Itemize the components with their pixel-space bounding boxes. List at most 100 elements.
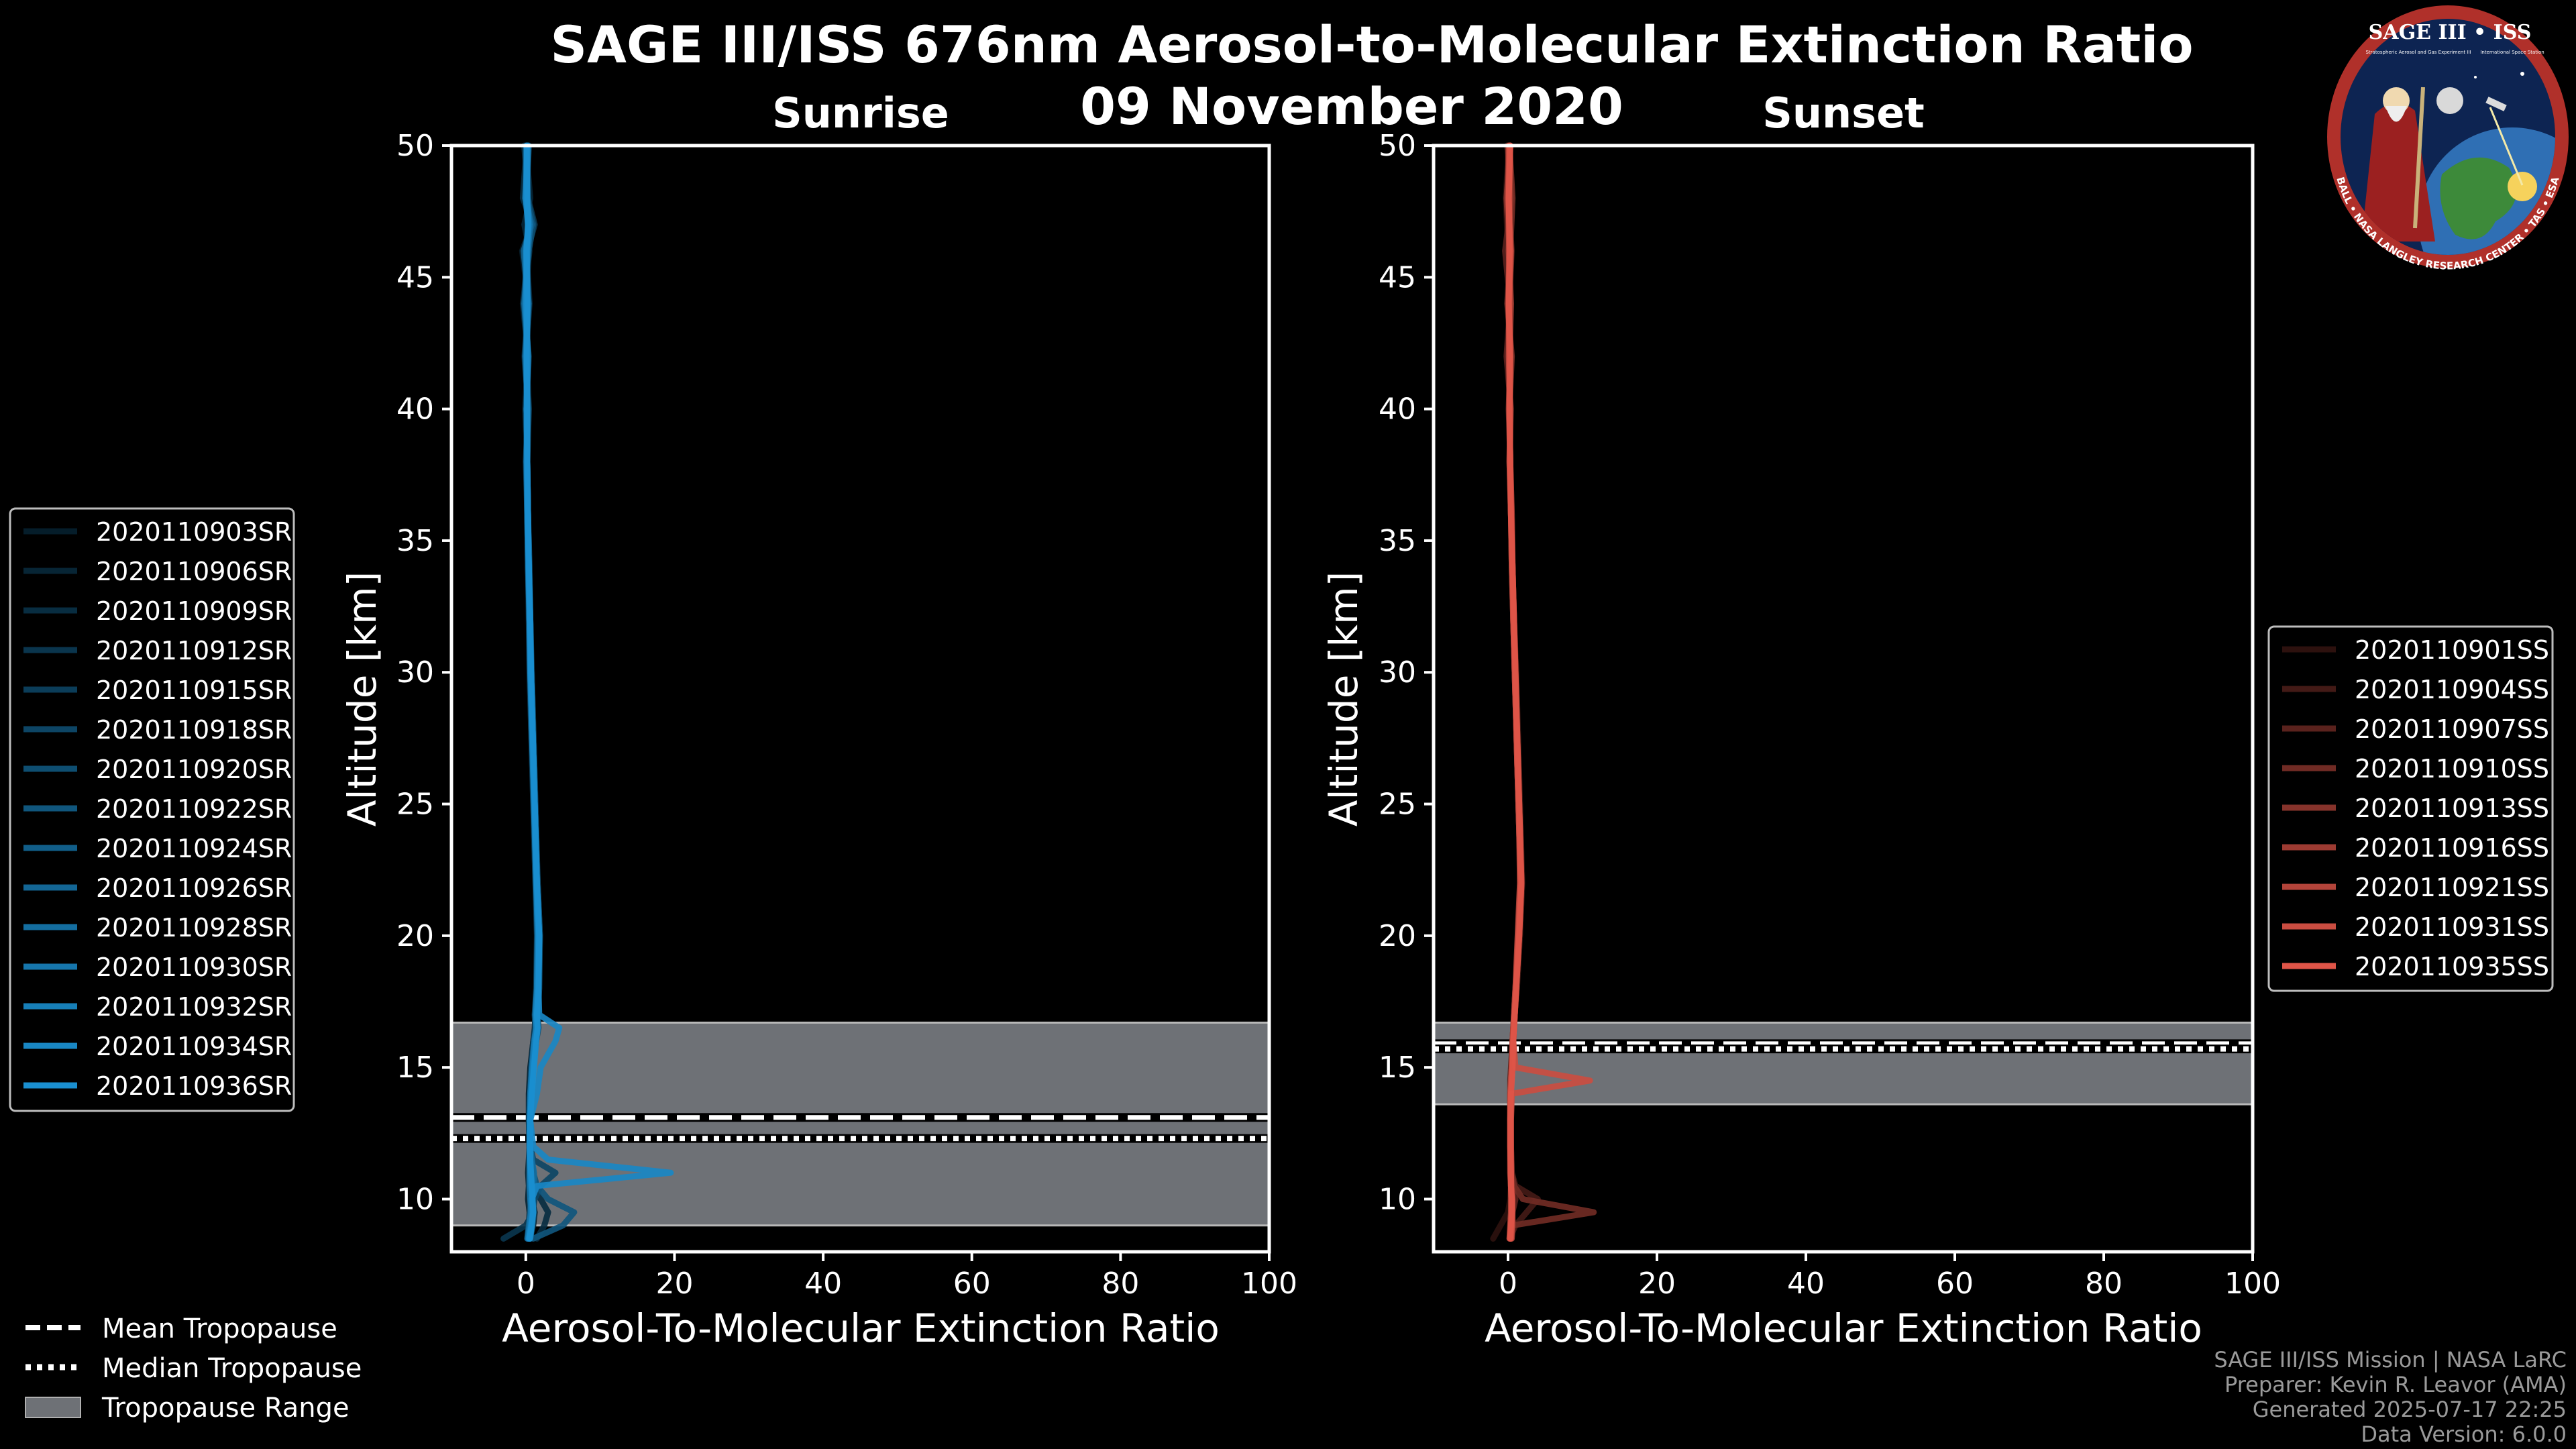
y-tick-label: 40 <box>1379 392 1416 427</box>
legend-label-2020110912SR: 2020110912SR <box>96 636 292 665</box>
legend-label-2020110906SR: 2020110906SR <box>96 557 292 586</box>
y-tick-label: 10 <box>1379 1182 1416 1216</box>
sunrise-tropopause-range <box>450 1021 1271 1227</box>
legend-label-2020110907SS: 2020110907SS <box>2355 714 2549 744</box>
x-tick-label: 100 <box>1241 1267 1297 1301</box>
legend-label-2020110921SS: 2020110921SS <box>2355 873 2549 902</box>
figure-title: SAGE III/ISS 676nm Aerosol-to-Molecular … <box>550 15 2193 74</box>
legend-label-2020110922SR: 2020110922SR <box>96 794 292 824</box>
space-station-icon <box>2485 97 2507 111</box>
sunset-x-axis-label: Aerosol-To-Molecular Extinction Ratio <box>1485 1305 2202 1351</box>
legend-label-2020110934SR: 2020110934SR <box>96 1032 292 1061</box>
sunrise-panel-title: Sunrise <box>772 89 949 138</box>
sunrise-plot-frame <box>449 144 1271 1254</box>
star-icon <box>2474 76 2477 78</box>
legend-label-2020110930SR: 2020110930SR <box>96 953 292 982</box>
legend-label-2020110936SR: 2020110936SR <box>96 1071 292 1101</box>
y-tick-label: 30 <box>1379 655 1416 690</box>
sunrise-legend-box <box>9 507 295 1112</box>
logo-right-text: International Space Station <box>2480 50 2544 55</box>
legend-label-2020110928SR: 2020110928SR <box>96 913 292 943</box>
series-line-2020110936SR <box>523 142 543 1242</box>
tropopause-range-swatch <box>25 1397 81 1418</box>
sunset-series-group <box>1490 142 1597 1242</box>
y-tick-label: 15 <box>396 1051 434 1085</box>
y-tick-label: 20 <box>1379 919 1416 953</box>
y-tick-label: 50 <box>396 129 434 163</box>
sunset-tropopause-range <box>1432 1021 2254 1106</box>
credit-data-version: Data Version: 6.0.0 <box>2361 1421 2567 1447</box>
tropopause-range-label: Tropopause Range <box>101 1393 350 1424</box>
wizard-staff-icon <box>2413 87 2425 229</box>
logo-title: SAGE III • ISS <box>2369 21 2532 44</box>
credit-mission: SAGE III/ISS Mission | NASA LaRC <box>2214 1347 2567 1373</box>
x-tick-label: 0 <box>1499 1267 1517 1301</box>
sage-iss-mission-logo: SAGE III • ISS Stratospheric Aerosol and… <box>2327 5 2569 272</box>
x-tick-label: 40 <box>1787 1267 1825 1301</box>
x-tick-label: 60 <box>1936 1267 1974 1301</box>
logo-subtitle: Stratospheric Aerosol and Gas Experiment… <box>2365 50 2471 55</box>
credit-preparer: Preparer: Kevin R. Leavor (AMA) <box>2224 1372 2567 1397</box>
median-tropopause-label: Median Tropopause <box>102 1353 362 1384</box>
x-tick-label: 20 <box>655 1267 693 1301</box>
wizard-beard-icon <box>2385 106 2407 122</box>
figure-date: 09 November 2020 <box>1080 76 1623 136</box>
legend-label-2020110926SR: 2020110926SR <box>96 873 292 903</box>
legend-label-2020110903SR: 2020110903SR <box>96 517 292 547</box>
credits-block: SAGE III/ISS Mission | NASA LaRC Prepare… <box>2214 1347 2567 1447</box>
star-icon <box>2520 72 2524 76</box>
series-line-2020110935SS <box>1505 142 1525 1242</box>
x-tick-label: 40 <box>804 1267 842 1301</box>
legend-label-2020110920SR: 2020110920SR <box>96 755 292 784</box>
sunrise-y-axis-label: Altitude [km] <box>339 572 385 826</box>
y-tick-label: 15 <box>1379 1051 1416 1085</box>
legend-label-2020110932SR: 2020110932SR <box>96 992 292 1022</box>
legend-label-2020110904SS: 2020110904SS <box>2355 675 2549 704</box>
sunrise-x-axis-label: Aerosol-To-Molecular Extinction Ratio <box>502 1305 1220 1351</box>
y-tick-label: 45 <box>396 260 434 294</box>
sunset-legend: 2020110901SS 2020110904SS 2020110907SS 2020… <box>2267 625 2554 992</box>
sunrise-legend: 2020110903SR 2020110906SR 2020110909SR 2020… <box>9 507 295 1112</box>
mean-tropopause-label: Mean Tropopause <box>102 1313 337 1344</box>
x-tick-label: 80 <box>2085 1267 2123 1301</box>
sunset-legend-box <box>2267 625 2554 992</box>
legend-label-2020110931SS: 2020110931SS <box>2355 912 2549 942</box>
continent-icon <box>2440 157 2517 239</box>
sunset-y-axis-label: Altitude [km] <box>1321 572 1366 826</box>
credit-generated: Generated 2025-07-17 22:25 <box>2253 1397 2567 1422</box>
legend-label-2020110924SR: 2020110924SR <box>96 834 292 863</box>
legend-label-2020110918SR: 2020110918SR <box>96 715 292 745</box>
moon-icon <box>2436 87 2463 114</box>
y-tick-label: 40 <box>396 392 434 427</box>
x-tick-label: 20 <box>1638 1267 1676 1301</box>
light-beam-icon <box>2489 107 2524 186</box>
y-tick-label: 25 <box>1379 788 1416 822</box>
legend-label-2020110916SS: 2020110916SS <box>2355 833 2549 863</box>
y-tick-label: 35 <box>1379 524 1416 558</box>
y-tick-label: 10 <box>396 1182 434 1216</box>
y-tick-label: 30 <box>396 655 434 690</box>
x-tick-label: 0 <box>517 1267 535 1301</box>
y-tick-label: 35 <box>396 524 434 558</box>
legend-label-2020110913SS: 2020110913SS <box>2355 794 2549 823</box>
sunset-panel-title: Sunset <box>1762 89 1925 138</box>
sunset-plot-frame <box>1432 144 2255 1254</box>
legend-label-2020110909SR: 2020110909SR <box>96 596 292 626</box>
legend-label-2020110915SR: 2020110915SR <box>96 676 292 705</box>
sunrise-series-group <box>500 142 674 1242</box>
x-tick-label: 80 <box>1102 1267 1139 1301</box>
sun-icon <box>2508 172 2537 201</box>
legend-label-2020110910SS: 2020110910SS <box>2355 754 2549 784</box>
x-tick-label: 100 <box>2224 1267 2281 1301</box>
x-tick-label: 60 <box>953 1267 991 1301</box>
sunset-plot: 0 20 40 60 80 100 10 15 20 25 30 35 40 45 50 Aerosol-T… <box>1321 129 2281 1351</box>
y-tick-label: 50 <box>1379 129 1416 163</box>
y-tick-label: 45 <box>1379 260 1416 294</box>
y-tick-label: 25 <box>396 788 434 822</box>
tropopause-legend: Mean Tropopause Median Tropopause Tropop… <box>25 1313 362 1424</box>
sunrise-plot: 0 20 40 60 80 100 10 15 20 25 30 35 40 45 50 Aerosol-T… <box>339 129 1297 1351</box>
legend-label-2020110935SS: 2020110935SS <box>2355 952 2549 981</box>
y-tick-label: 20 <box>396 919 434 953</box>
legend-label-2020110901SS: 2020110901SS <box>2355 635 2549 665</box>
